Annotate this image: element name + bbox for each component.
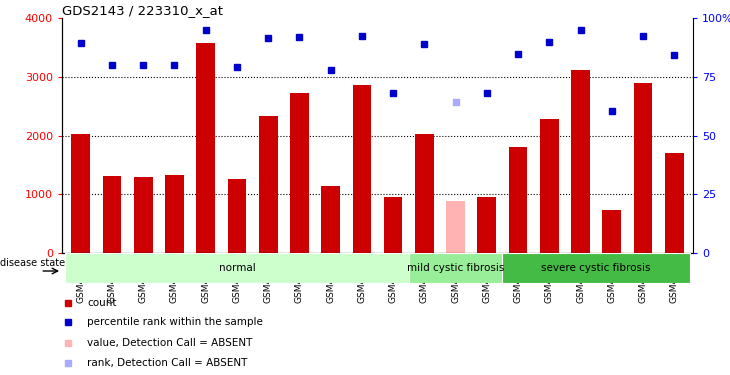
Bar — [477, 196, 496, 253]
Bar — [502, 253, 690, 283]
Bar — [96, 253, 128, 283]
Bar — [409, 253, 440, 283]
Bar — [128, 253, 159, 283]
Text: count: count — [88, 298, 117, 308]
Bar — [509, 147, 528, 253]
Bar — [565, 253, 596, 283]
Bar — [259, 116, 277, 253]
Bar — [502, 253, 534, 283]
Bar — [665, 153, 683, 253]
Bar — [627, 253, 658, 283]
Bar — [658, 253, 690, 283]
Bar — [103, 176, 121, 253]
Text: severe cystic fibrosis: severe cystic fibrosis — [542, 263, 651, 273]
Bar — [253, 253, 284, 283]
Bar — [165, 176, 184, 253]
Bar — [65, 253, 96, 283]
Bar — [534, 253, 565, 283]
Bar — [409, 253, 502, 283]
Bar — [596, 253, 627, 283]
Bar — [72, 134, 90, 253]
Bar — [634, 82, 653, 253]
Bar — [159, 253, 190, 283]
Bar — [315, 253, 346, 283]
Bar — [471, 253, 502, 283]
Bar — [353, 85, 372, 253]
Bar — [346, 253, 377, 283]
Bar — [321, 186, 340, 253]
Bar — [134, 177, 153, 253]
Text: rank, Detection Call = ABSENT: rank, Detection Call = ABSENT — [88, 358, 247, 368]
Bar — [190, 253, 221, 283]
Text: normal: normal — [218, 263, 255, 273]
Bar — [284, 253, 315, 283]
Text: value, Detection Call = ABSENT: value, Detection Call = ABSENT — [88, 338, 253, 348]
Bar — [446, 201, 465, 253]
Bar — [384, 196, 402, 253]
Bar — [290, 93, 309, 253]
Text: disease state: disease state — [0, 258, 65, 268]
Bar — [196, 43, 215, 253]
Bar — [540, 119, 558, 253]
Bar — [415, 134, 434, 253]
Bar — [221, 253, 253, 283]
Bar — [571, 70, 590, 253]
Text: percentile rank within the sample: percentile rank within the sample — [88, 317, 263, 327]
Bar — [228, 179, 246, 253]
Text: GDS2143 / 223310_x_at: GDS2143 / 223310_x_at — [62, 4, 223, 17]
Bar — [65, 253, 409, 283]
Text: mild cystic fibrosis: mild cystic fibrosis — [407, 263, 504, 273]
Bar — [440, 253, 471, 283]
Bar — [377, 253, 409, 283]
Bar — [602, 210, 621, 253]
